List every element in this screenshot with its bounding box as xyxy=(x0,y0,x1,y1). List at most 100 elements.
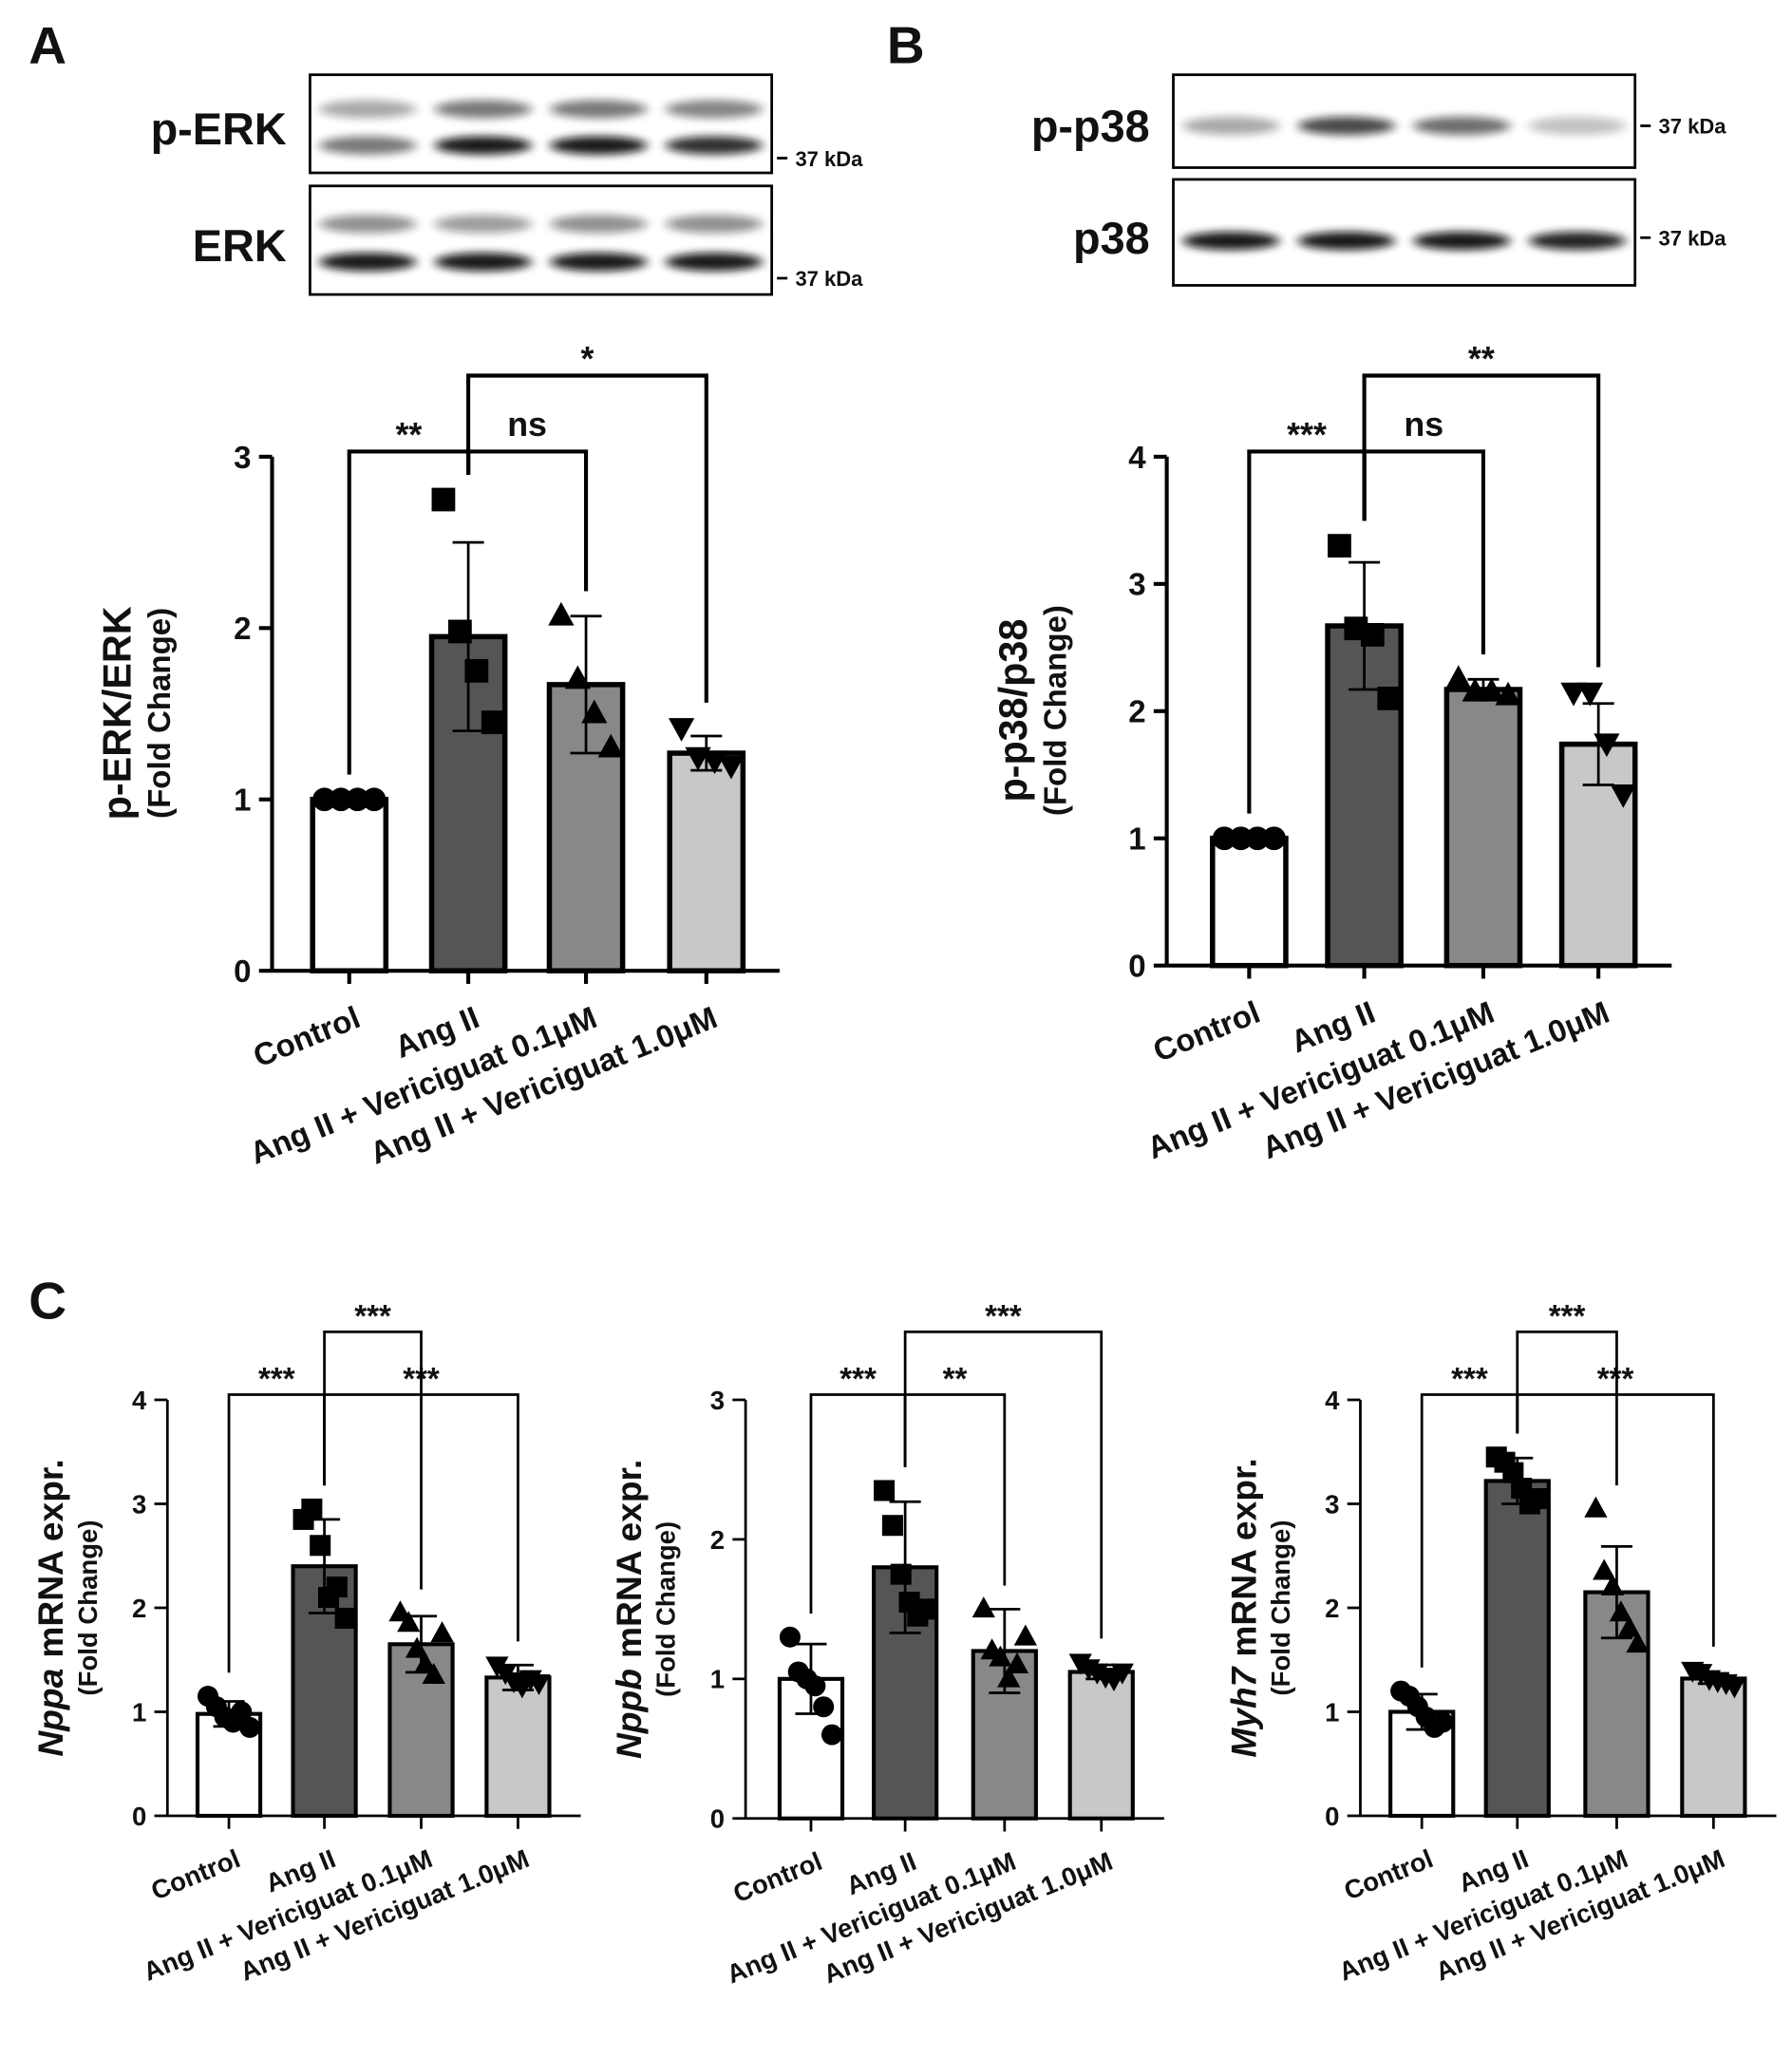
data-point xyxy=(1610,784,1636,808)
y-tick-label: 0 xyxy=(1325,1802,1339,1831)
y-axis-label: Myh7 mRNA expr. xyxy=(1223,1458,1263,1757)
blot-band xyxy=(1528,231,1626,251)
data-point xyxy=(821,1724,843,1746)
significance-bracket xyxy=(466,373,708,703)
blot-band xyxy=(1528,116,1626,136)
data-point xyxy=(718,755,745,780)
data-point xyxy=(881,1515,903,1537)
size-marker-label: 37 kDa xyxy=(1659,227,1727,251)
data-point xyxy=(239,1716,261,1738)
y-tick-label: 2 xyxy=(1325,1594,1339,1623)
bar xyxy=(310,797,389,973)
bar xyxy=(1067,1670,1135,1821)
blot-band xyxy=(434,253,532,272)
blot-frame xyxy=(309,184,774,296)
y-axis-label: Nppb mRNA expr. xyxy=(609,1460,649,1759)
significance-label: *** xyxy=(1451,1362,1488,1397)
data-point xyxy=(1560,682,1587,707)
y-axis-label-sub: (Fold Change) xyxy=(1266,1520,1295,1695)
y-tick-label: 1 xyxy=(234,784,251,819)
bar xyxy=(1443,687,1523,969)
data-point xyxy=(890,1563,912,1585)
blot-label: p-p38 xyxy=(1031,102,1150,151)
data-point xyxy=(312,787,336,812)
y-axis-label-sub: (Fold Change) xyxy=(142,608,178,819)
y-axis-label-sub: (Fold Change) xyxy=(651,1521,681,1697)
y-axis-label-gene: Myh7 xyxy=(1223,1665,1263,1757)
y-tick-label: 4 xyxy=(1325,1386,1340,1415)
blot-band xyxy=(1297,231,1395,251)
data-point xyxy=(301,1498,323,1520)
y-tick-label: 0 xyxy=(132,1802,146,1831)
y-tick-label: 0 xyxy=(234,954,251,990)
blot-band xyxy=(550,100,648,119)
data-point xyxy=(548,601,575,626)
y-tick-label: 3 xyxy=(1128,568,1145,603)
significance-label: ** xyxy=(943,1362,968,1397)
significance-label: ns xyxy=(507,406,547,444)
significance-label: *** xyxy=(258,1362,295,1397)
data-point xyxy=(1110,1663,1134,1685)
size-marker-label: 37 kDa xyxy=(795,267,863,291)
data-point xyxy=(362,787,387,812)
bar xyxy=(484,1675,552,1819)
y-axis-label-gene: Nppb xyxy=(609,1669,649,1759)
y-axis-label-sub: (Fold Change) xyxy=(1039,605,1074,816)
data-point xyxy=(971,1596,995,1618)
data-point xyxy=(1212,826,1236,851)
y-tick-label: 4 xyxy=(1128,441,1146,476)
y-axis-label: p-ERK/ERK xyxy=(96,606,140,820)
blot-band xyxy=(550,136,648,155)
blot-band xyxy=(550,215,648,234)
blot-band xyxy=(1413,116,1511,136)
significance-bracket xyxy=(323,1330,423,1590)
blot-band xyxy=(319,100,417,119)
bar xyxy=(1680,1676,1747,1819)
data-point xyxy=(1328,534,1351,558)
data-point xyxy=(874,1480,896,1501)
data-point xyxy=(1479,677,1505,702)
y-axis-label-main: p-ERK/ERK xyxy=(96,606,140,820)
size-marker-label: 37 kDa xyxy=(795,147,863,171)
panel-label: C xyxy=(28,1272,66,1331)
y-axis-label-main: mRNA expr. xyxy=(609,1460,649,1658)
y-tick-label: 1 xyxy=(1325,1697,1339,1727)
data-point xyxy=(1593,1558,1616,1580)
data-point xyxy=(779,1626,801,1648)
y-axis-label-sub: (Fold Change) xyxy=(73,1520,103,1695)
data-point xyxy=(813,1696,835,1718)
y-axis-label-main: mRNA expr. xyxy=(1223,1458,1263,1656)
data-point xyxy=(1626,1632,1650,1653)
data-point xyxy=(431,487,456,512)
y-tick-label: 3 xyxy=(234,441,251,476)
blot-label: p38 xyxy=(1073,214,1150,263)
bar xyxy=(1210,835,1289,969)
blot-band xyxy=(434,136,532,155)
y-tick-label: 1 xyxy=(710,1665,725,1694)
blot-band xyxy=(319,136,417,155)
blot-label: ERK xyxy=(193,221,287,271)
data-point xyxy=(915,1598,937,1620)
y-tick-label: 1 xyxy=(132,1697,146,1727)
blot-band xyxy=(319,215,417,234)
y-tick-label: 3 xyxy=(710,1386,725,1415)
data-point xyxy=(997,1666,1021,1688)
data-point xyxy=(1600,1574,1625,1595)
significance-bracket xyxy=(903,1330,1103,1639)
data-point xyxy=(310,1535,331,1557)
y-tick-label: 2 xyxy=(234,612,251,647)
panel-label: A xyxy=(28,15,66,74)
data-point xyxy=(597,733,624,758)
data-point xyxy=(1609,1600,1632,1622)
data-point xyxy=(989,1645,1012,1667)
blot-band xyxy=(1413,231,1511,251)
data-point xyxy=(1527,1487,1549,1510)
size-marker-label: 37 kDa xyxy=(1659,115,1727,139)
significance-label: ns xyxy=(1404,406,1443,444)
significance-label: ** xyxy=(395,416,422,454)
blot-band xyxy=(665,136,763,155)
blot-band xyxy=(1297,116,1395,136)
blot-frame xyxy=(309,73,774,175)
blot-band xyxy=(319,253,417,272)
data-point xyxy=(1576,682,1604,707)
